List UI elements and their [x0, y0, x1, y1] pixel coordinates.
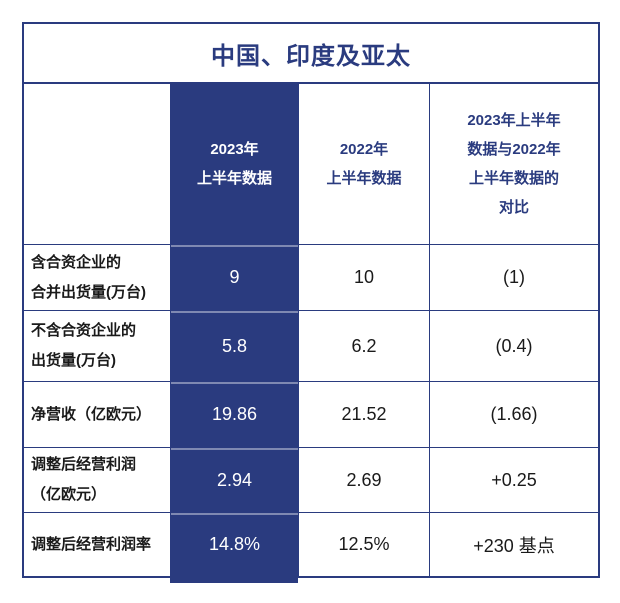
header-comparison-line2: 数据与2022年: [467, 141, 561, 158]
header-empty-cell: [24, 82, 170, 244]
header-2022-line1: 2022年: [339, 141, 389, 158]
value-2022-adjusted-operating-profit: 2.69: [298, 447, 429, 512]
highlight-column-band: [170, 80, 298, 583]
header-2023-line2: 上半年数据: [196, 170, 272, 187]
header-2022-line2: 上半年数据: [326, 170, 402, 187]
header-2022-h1: 2022年 上半年数据: [298, 82, 429, 244]
value-2023-shipments-excl-jv: 5.8: [170, 310, 298, 381]
row-label-line: 净营收（亿欧元）: [31, 405, 152, 423]
row-label-line: 调整后经营利润率: [31, 535, 152, 553]
header-2023-line1: 2023年: [210, 141, 259, 158]
value-2022-net-revenue: 21.52: [298, 381, 429, 447]
value-delta-net-revenue: (1.66): [429, 381, 598, 447]
value-2022-shipments-excl-jv: 6.2: [298, 310, 429, 381]
value-delta-adjusted-operating-margin: +230 基点: [429, 512, 598, 576]
row-label-shipments-excl-jv: 不含合资企业的 出货量(万台): [24, 310, 170, 381]
header-comparison-line1: 2023年上半年: [467, 112, 561, 129]
row-label-line: （亿欧元）: [31, 486, 107, 503]
value-delta-shipments-excl-jv: (0.4): [429, 310, 598, 381]
header-comparison-line3: 上半年数据的: [468, 170, 559, 187]
row-label-line: 合并出货量(万台): [31, 283, 146, 301]
value-2023-adjusted-operating-margin: 14.8%: [170, 512, 298, 576]
financial-results-table: 中国、印度及亚太 2023年 上半年数据 2022年 上半年数据 2023年上半…: [22, 22, 600, 578]
row-label-line: 不含合资企业的: [31, 322, 137, 339]
row-label-net-revenue: 净营收（亿欧元）: [24, 381, 170, 447]
value-delta-adjusted-operating-profit: +0.25: [429, 447, 598, 512]
header-2023-h1: 2023年 上半年数据: [170, 82, 298, 244]
value-2023-net-revenue: 19.86: [170, 381, 298, 447]
row-label-line: 调整后经营利润: [31, 456, 137, 473]
value-delta-consolidated-shipments: (1): [429, 244, 598, 310]
value-2023-consolidated-shipments: 9: [170, 244, 298, 310]
header-comparison: 2023年上半年 数据与2022年 上半年数据的 对比: [429, 82, 598, 244]
header-comparison-line4: 对比: [498, 199, 529, 216]
value-2022-consolidated-shipments: 10: [298, 244, 429, 310]
row-label-line: 含合资企业的: [31, 253, 122, 271]
table-title: 中国、印度及亚太: [24, 24, 598, 82]
row-label-line: 出货量(万台): [31, 352, 116, 369]
row-label-adjusted-operating-profit: 调整后经营利润 （亿欧元）: [24, 447, 170, 512]
value-2022-adjusted-operating-margin: 12.5%: [298, 512, 429, 576]
row-label-consolidated-shipments: 含合资企业的 合并出货量(万台): [24, 244, 170, 310]
value-2023-adjusted-operating-profit: 2.94: [170, 447, 298, 512]
row-label-adjusted-operating-margin: 调整后经营利润率: [24, 512, 170, 576]
